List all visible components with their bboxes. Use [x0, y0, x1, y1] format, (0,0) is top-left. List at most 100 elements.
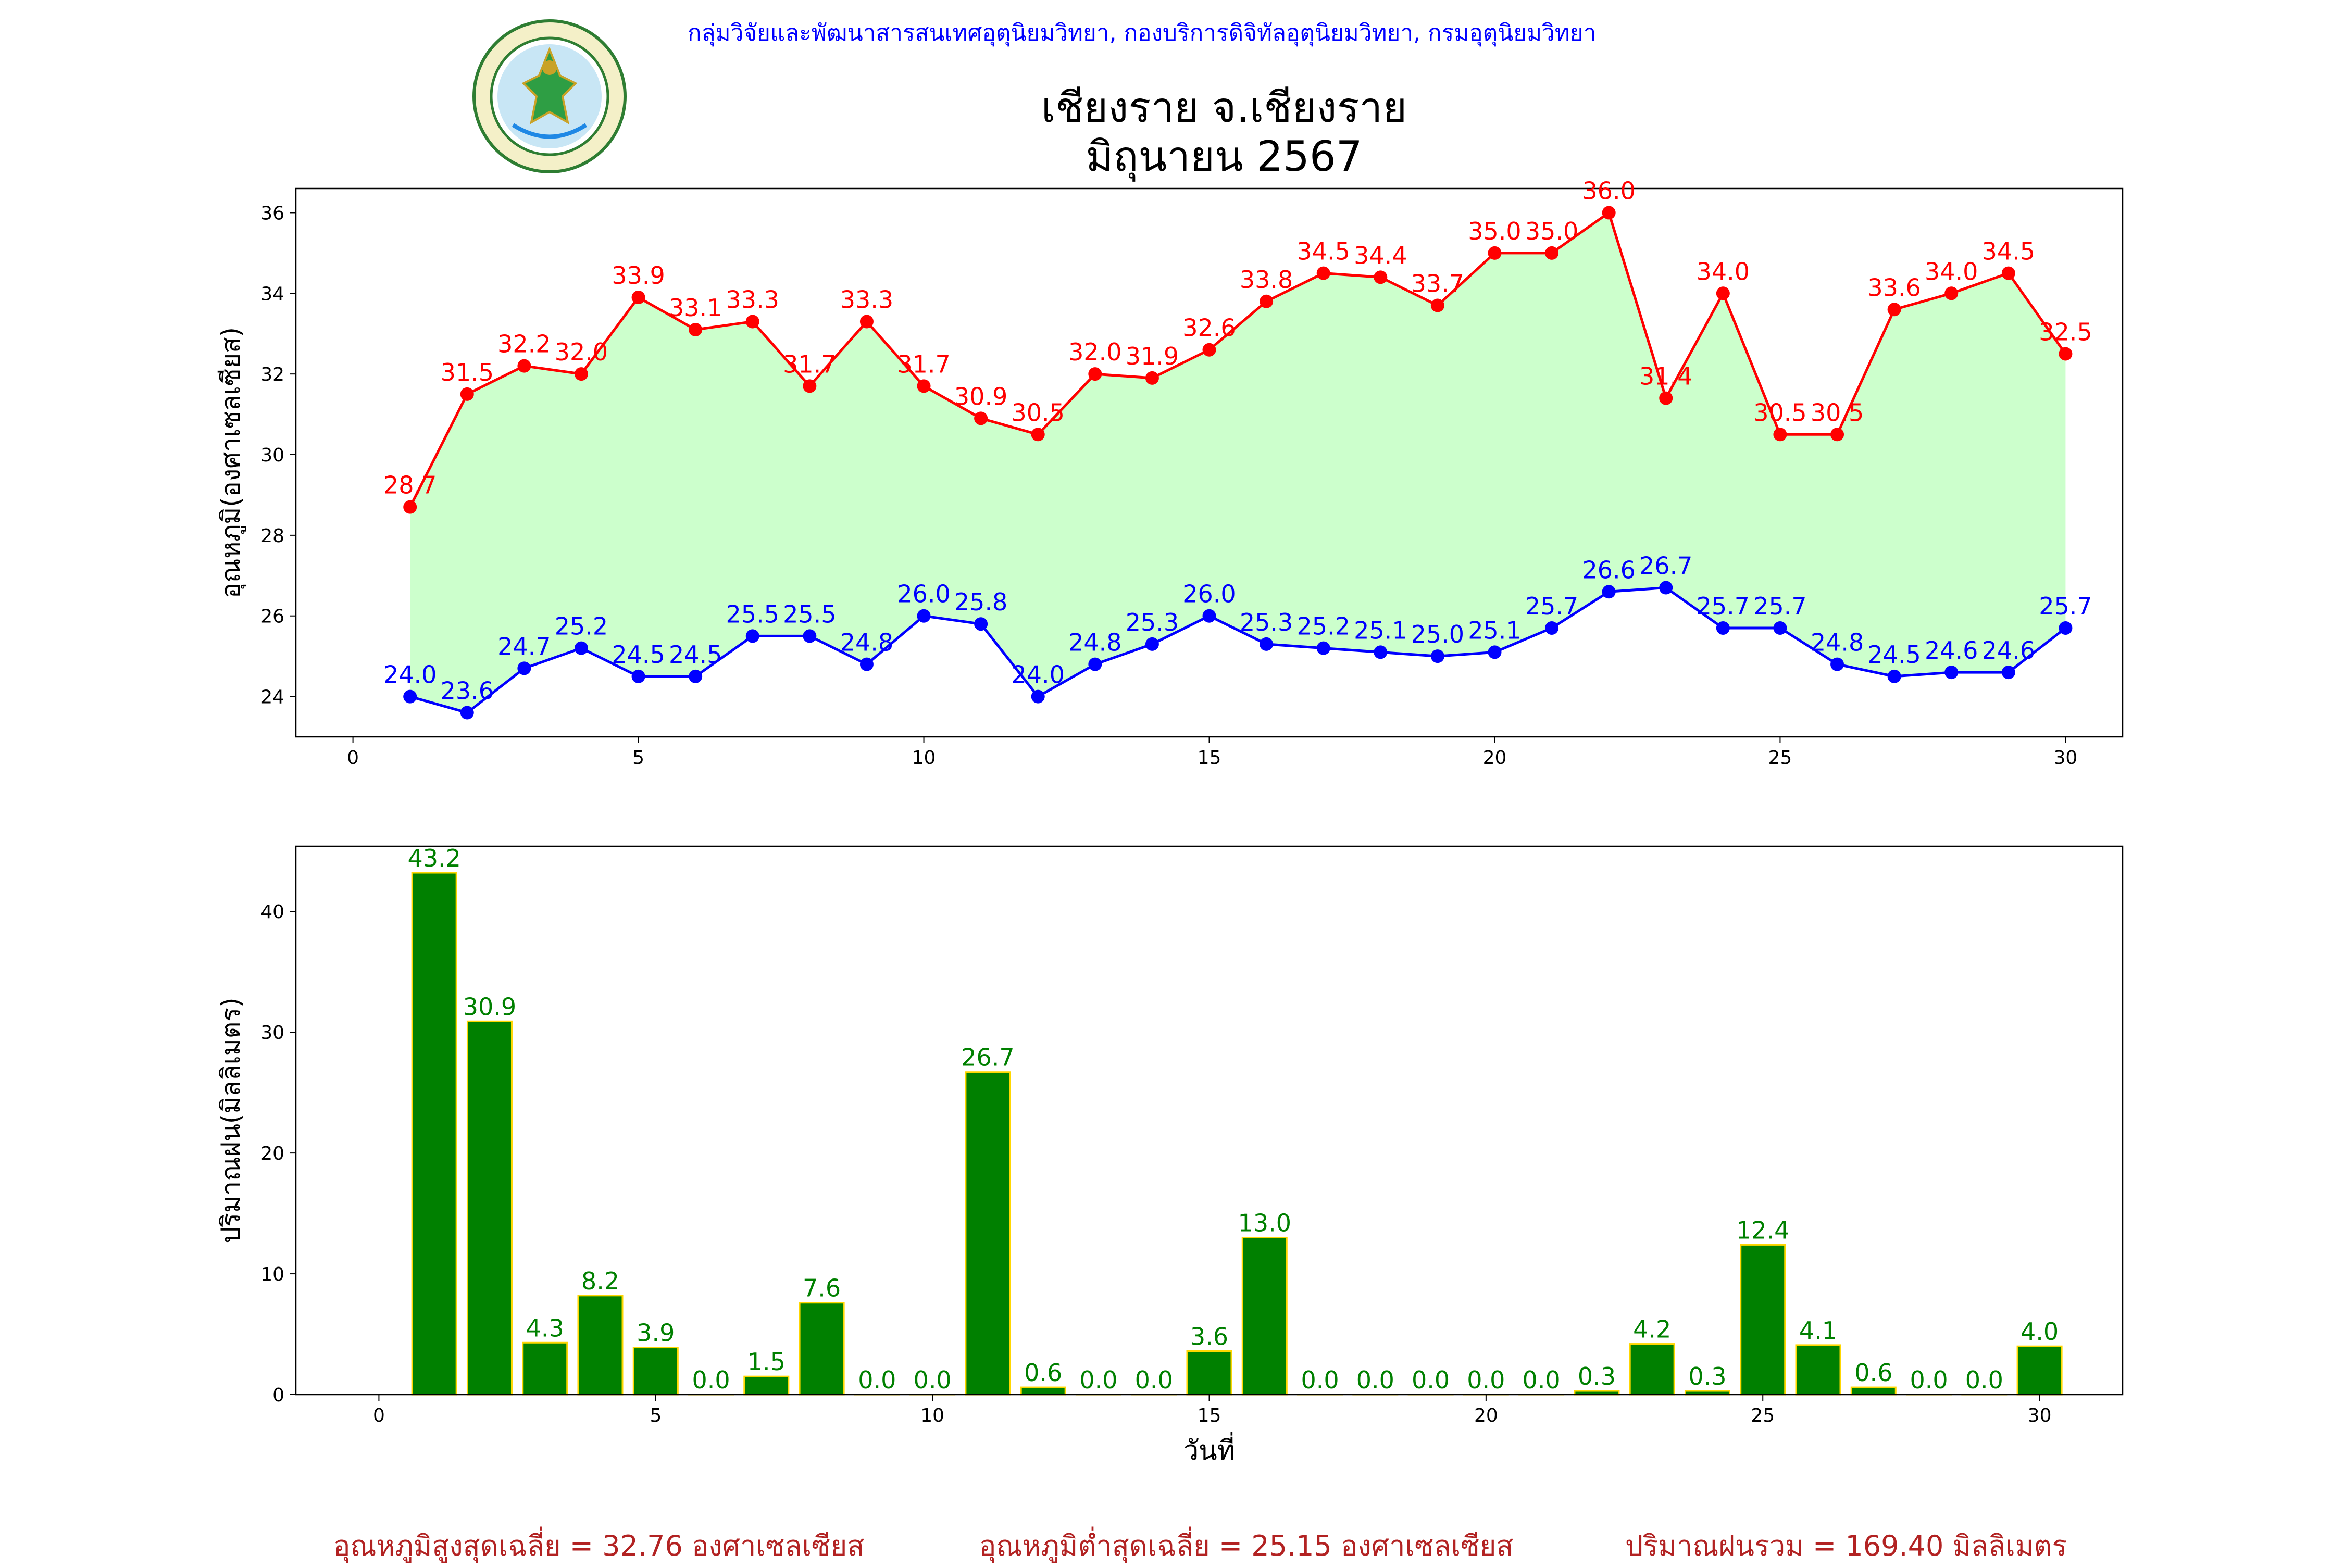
min-temp-data-label: 24.8 — [1811, 629, 1864, 657]
max-temp-data-label: 32.0 — [555, 338, 608, 366]
max-temp-point — [1545, 246, 1558, 260]
rain-data-label: 0.3 — [1688, 1362, 1726, 1390]
temp-x-tick-label: 20 — [1483, 747, 1507, 769]
temp-y-tick-label: 30 — [260, 445, 284, 466]
min-temp-data-label: 24.6 — [1982, 636, 2035, 664]
max-temp-point — [974, 411, 988, 425]
max-temp-point — [1773, 428, 1787, 441]
max-temp-point — [1602, 206, 1616, 219]
rain-bar — [578, 1296, 622, 1395]
rain-bar — [523, 1343, 567, 1395]
max-temp-point — [575, 367, 588, 381]
rain-bar — [1021, 1387, 1065, 1395]
temp-y-tick-label: 36 — [260, 203, 284, 224]
rain-bar — [744, 1376, 789, 1395]
rain-x-axis-label: วันที่ — [1183, 1432, 1235, 1466]
min-temp-point — [1659, 581, 1673, 595]
max-temp-data-label: 34.5 — [1982, 237, 2035, 266]
rain-data-label: 1.5 — [747, 1348, 786, 1376]
rain-y-tick-label: 10 — [260, 1264, 284, 1285]
max-temp-data-label: 36.0 — [1582, 177, 1635, 205]
temp-y-tick-label: 28 — [260, 525, 284, 547]
min-temp-point — [1088, 658, 1102, 671]
max-temp-point — [1203, 343, 1216, 357]
max-temp-data-label: 30.5 — [1811, 398, 1864, 427]
max-temp-data-label: 34.0 — [1697, 257, 1750, 285]
total-rainfall: ปริมาณฝนรวม = 169.40 มิลลิเมตร — [1625, 1523, 2067, 1568]
temp-x-tick-label: 15 — [1198, 747, 1221, 769]
rain-bar — [800, 1303, 844, 1395]
rain-y-tick-label: 20 — [260, 1143, 284, 1164]
min-temp-point — [803, 629, 816, 643]
min-temp-data-label: 23.6 — [441, 677, 494, 705]
temp-x-tick-label: 30 — [2054, 747, 2078, 769]
temp-y-tick-label: 26 — [260, 606, 284, 628]
rain-x-tick-label: 5 — [650, 1405, 662, 1426]
max-temp-data-label: 31.7 — [897, 350, 950, 378]
min-temp-point — [1488, 645, 1501, 659]
min-temp-data-label: 25.7 — [1697, 592, 1750, 620]
min-temp-data-label: 24.5 — [1867, 641, 1921, 669]
min-temp-data-label: 24.5 — [669, 641, 722, 669]
min-temp-point — [860, 658, 874, 671]
max-temp-point — [1659, 392, 1673, 405]
avg-min-temp: อุณหภูมิต่ำสุดเฉลี่ย = 25.15 องศาเซลเซีย… — [979, 1523, 1513, 1568]
temp-y-tick-label: 24 — [260, 687, 284, 708]
min-temp-point — [1602, 585, 1616, 598]
rain-data-label: 3.9 — [637, 1319, 675, 1347]
rain-data-label: 4.0 — [2021, 1318, 2059, 1346]
max-temp-point — [1488, 246, 1501, 260]
temp-y-axis-label: อุณหภูมิ(องศาเซลเซียส) — [216, 327, 246, 598]
rain-bar — [1851, 1387, 1896, 1395]
max-temp-data-label: 33.1 — [669, 294, 722, 322]
max-temp-data-label: 32.5 — [2039, 318, 2092, 346]
max-temp-point — [1031, 428, 1045, 441]
max-temp-data-label: 32.0 — [1068, 338, 1121, 366]
min-temp-data-label: 25.7 — [1525, 592, 1578, 620]
min-temp-point — [689, 670, 702, 683]
min-temp-data-label: 25.8 — [954, 588, 1007, 616]
rain-data-label: 0.0 — [1965, 1366, 2003, 1394]
max-temp-point — [1317, 267, 1330, 280]
min-temp-data-label: 25.0 — [1411, 620, 1464, 648]
rain-x-tick-label: 15 — [1198, 1405, 1221, 1426]
rain-y-tick-label: 30 — [260, 1022, 284, 1044]
rain-data-label: 13.0 — [1238, 1209, 1291, 1237]
rain-data-label: 0.0 — [1910, 1366, 1948, 1394]
max-temp-point — [1260, 295, 1273, 308]
min-temp-point — [2002, 666, 2015, 679]
max-temp-data-label: 33.8 — [1240, 266, 1293, 294]
rain-bar — [467, 1021, 512, 1395]
rain-bar — [966, 1072, 1010, 1395]
rain-data-label: 0.0 — [1079, 1366, 1117, 1394]
min-temp-data-label: 25.5 — [783, 600, 836, 628]
min-temp-data-label: 25.3 — [1126, 608, 1179, 636]
min-temp-point — [632, 670, 645, 683]
min-temp-point — [1830, 658, 1844, 671]
rain-bar — [1242, 1237, 1287, 1395]
rain-x-tick-label: 0 — [373, 1405, 385, 1426]
max-temp-point — [917, 379, 931, 393]
min-temp-point — [1203, 609, 1216, 623]
max-temp-point — [689, 323, 702, 336]
max-temp-data-label: 33.3 — [726, 286, 779, 314]
rain-data-label: 26.7 — [961, 1044, 1014, 1072]
rain-data-label: 4.3 — [526, 1314, 564, 1342]
rain-data-label: 0.6 — [1024, 1359, 1062, 1387]
min-temp-point — [1944, 666, 1958, 679]
temp-x-tick-label: 25 — [1768, 747, 1792, 769]
max-temp-point — [746, 315, 759, 329]
temp-x-tick-label: 0 — [347, 747, 359, 769]
min-temp-point — [1773, 621, 1787, 635]
min-temp-point — [1317, 642, 1330, 655]
max-temp-point — [1944, 286, 1958, 300]
rain-x-tick-label: 10 — [920, 1405, 944, 1426]
rain-y-axis-label: ปริมาณฝน(มิลลิเมตร) — [216, 997, 246, 1243]
max-temp-data-label: 28.7 — [383, 471, 437, 499]
rain-data-label: 8.2 — [581, 1267, 619, 1295]
max-temp-point — [803, 379, 816, 393]
rain-bar — [633, 1348, 678, 1395]
min-temp-point — [1888, 670, 1901, 683]
min-temp-data-label: 25.7 — [2039, 592, 2092, 620]
rain-data-label: 12.4 — [1736, 1216, 1789, 1244]
